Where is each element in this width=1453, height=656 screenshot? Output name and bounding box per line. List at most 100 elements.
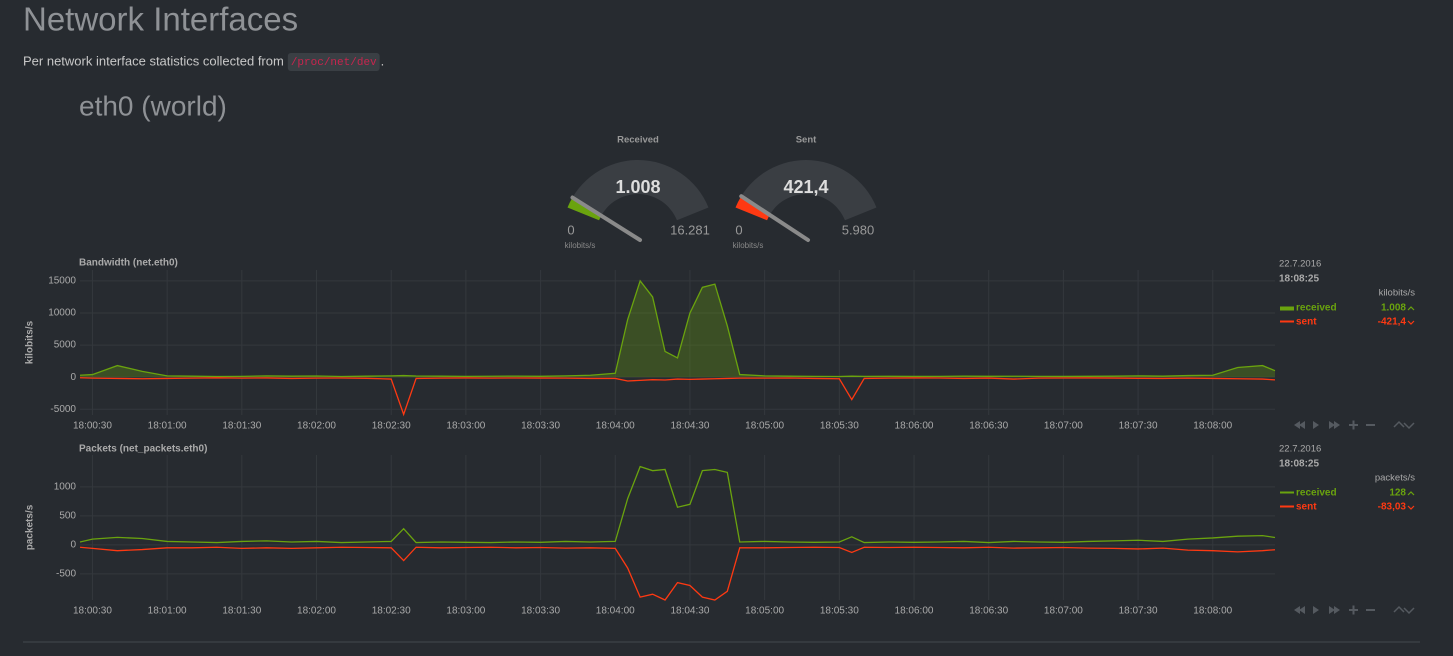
- y-tick-label: 10000: [48, 308, 76, 319]
- y-tick-label: 0: [70, 540, 76, 551]
- x-tick-label: 18:04:30: [670, 606, 709, 617]
- line: [79, 377, 1276, 417]
- gauge-needle: [570, 195, 642, 242]
- chart-title: Packets (net_packets.eth0): [79, 444, 207, 455]
- description: Per network interface statistics collect…: [23, 53, 284, 68]
- x-tick-label: 18:01:00: [148, 421, 187, 432]
- x-tick-label: 18:07:00: [1044, 421, 1083, 432]
- gauge-title: Sent: [796, 135, 817, 146]
- x-tick-label: 18:07:00: [1044, 606, 1083, 617]
- y-tick-label: 1000: [54, 482, 77, 493]
- y-tick-label: -500: [56, 569, 76, 580]
- gauge-max: 16.281: [670, 222, 710, 237]
- legend-arrow: [1407, 491, 1415, 496]
- legend-value: -421,4: [1378, 317, 1407, 328]
- x-tick-label: 18:06:30: [969, 606, 1008, 617]
- x-tick-label: 18:04:30: [670, 421, 709, 432]
- page-title: Network Interfaces: [23, 1, 298, 38]
- x-tick-label: 18:05:00: [745, 421, 784, 432]
- y-tick-label: 5000: [54, 340, 77, 351]
- pan-left[interactable]: [1299, 606, 1305, 614]
- legend-swatch: [1280, 505, 1294, 508]
- gauge-track: [567, 159, 709, 221]
- x-tick-label: 18:03:30: [521, 606, 560, 617]
- pan-right[interactable]: [1329, 606, 1335, 614]
- pan-left[interactable]: [1294, 606, 1300, 614]
- x-tick-label: 18:02:00: [297, 606, 336, 617]
- legend-units: packets/s: [1375, 473, 1415, 484]
- y-axis-label: kilobits/s: [25, 320, 36, 364]
- gauge-fill: [735, 196, 771, 221]
- x-tick-label: 18:07:30: [1119, 421, 1158, 432]
- x-tick-label: 18:00:30: [73, 421, 112, 432]
- y-axis-label: packets/s: [25, 504, 36, 550]
- x-tick-label: 18:05:00: [745, 606, 784, 617]
- chart-title: Bandwidth (net.eth0): [79, 258, 178, 269]
- x-tick-label: 18:06:00: [895, 421, 934, 432]
- chart-toolbar: [1294, 605, 1415, 615]
- play[interactable]: [1313, 606, 1319, 614]
- legend-time: 18:08:25: [1279, 274, 1319, 285]
- gauge-fill: [567, 197, 602, 221]
- play[interactable]: [1313, 421, 1319, 429]
- legend-value: 1.008: [1381, 303, 1406, 314]
- x-tick-label: 18:02:30: [372, 606, 411, 617]
- x-tick-label: 18:03:00: [446, 606, 485, 617]
- legend-value: 128: [1389, 488, 1406, 499]
- x-tick-label: 18:03:00: [446, 421, 485, 432]
- chart-toolbar: [1294, 420, 1415, 430]
- legend-date: 22.7.2016: [1279, 259, 1321, 270]
- x-tick-label: 18:01:00: [148, 606, 187, 617]
- description-end: .: [381, 53, 385, 68]
- pan-right[interactable]: [1334, 421, 1340, 429]
- gauge-title: Received: [617, 135, 659, 146]
- x-tick-label: 18:01:30: [222, 421, 261, 432]
- pan-right[interactable]: [1329, 421, 1335, 429]
- x-tick-label: 18:04:00: [596, 606, 635, 617]
- x-tick-label: 18:08:00: [1193, 421, 1232, 432]
- gauge-units: kilobits/s: [565, 241, 596, 250]
- line: [79, 465, 1276, 544]
- y-tick-label: 15000: [48, 276, 76, 287]
- zoom-in[interactable]: [1349, 420, 1358, 430]
- code-background: [287, 53, 380, 71]
- x-tick-label: 18:06:30: [969, 421, 1008, 432]
- gauge-value: 1.008: [615, 177, 660, 197]
- x-tick-label: 18:02:30: [372, 421, 411, 432]
- x-tick-label: 18:05:30: [820, 606, 859, 617]
- area: [80, 280, 1275, 378]
- legend-date: 22.7.2016: [1279, 444, 1321, 455]
- x-tick-label: 18:08:00: [1193, 606, 1232, 617]
- legend-name: received: [1296, 303, 1337, 314]
- y-tick-label: 500: [59, 511, 76, 522]
- gauge-max: 5.980: [842, 222, 875, 237]
- legend-swatch: [1280, 491, 1294, 494]
- legend-name: sent: [1296, 502, 1317, 513]
- legend-swatch: [1280, 320, 1294, 323]
- x-tick-label: 18:02:00: [297, 421, 336, 432]
- x-tick-label: 18:01:30: [222, 606, 261, 617]
- gauge-needle: [739, 194, 810, 242]
- gauge-units: kilobits/s: [733, 241, 764, 250]
- gauge-min: 0: [567, 222, 574, 237]
- resize[interactable]: [1393, 420, 1415, 430]
- legend-arrow: [1407, 320, 1415, 325]
- x-tick-label: 18:00:30: [73, 606, 112, 617]
- x-tick-label: 18:03:30: [521, 421, 560, 432]
- legend-units: kilobits/s: [1379, 288, 1416, 299]
- resize[interactable]: [1393, 605, 1415, 615]
- pan-left[interactable]: [1294, 421, 1300, 429]
- gauge-value: 421,4: [783, 177, 828, 197]
- y-tick-label: -5000: [50, 404, 76, 415]
- x-tick-label: 18:07:30: [1119, 606, 1158, 617]
- pan-left[interactable]: [1299, 421, 1305, 429]
- gauge-track: [735, 159, 877, 221]
- gauge-min: 0: [735, 222, 742, 237]
- legend-name: sent: [1296, 317, 1317, 328]
- legend-name: received: [1296, 488, 1337, 499]
- pan-right[interactable]: [1334, 606, 1340, 614]
- line: [79, 279, 1276, 378]
- zoom-in[interactable]: [1349, 605, 1358, 615]
